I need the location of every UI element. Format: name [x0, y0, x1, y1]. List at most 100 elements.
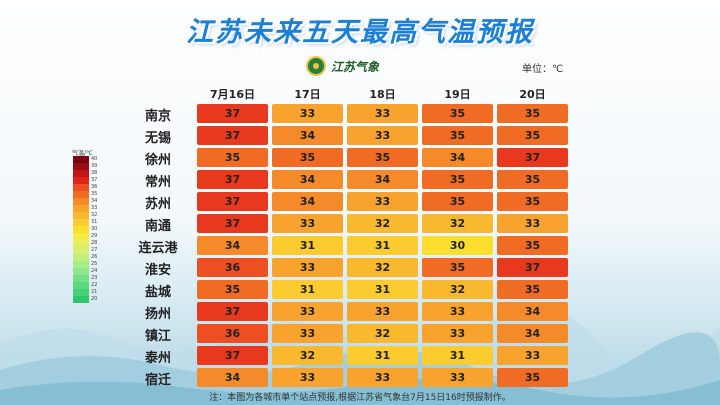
legend-swatch: [73, 177, 89, 184]
temperature-cell: 37: [197, 192, 268, 211]
city-name: 镇江: [144, 329, 171, 344]
temperature-cell: 32: [347, 258, 418, 277]
temperature-cell: 34: [272, 192, 343, 211]
temperature-cell: 34: [197, 368, 268, 387]
temperature-cell: 33: [422, 368, 493, 387]
temperature-cell: 32: [347, 214, 418, 233]
temperature-cell: 33: [497, 214, 568, 233]
legend-label: 37: [91, 177, 98, 183]
temperature-cell: 37: [497, 148, 568, 167]
legend-swatch: [73, 261, 89, 268]
temperature-cell: 35: [422, 258, 493, 277]
temperature-cell: 32: [422, 214, 493, 233]
legend-swatch: [73, 219, 89, 226]
legend-label: 40: [91, 156, 98, 162]
temperature-cell: 31: [272, 280, 343, 299]
page-title: 江苏未来五天最高气温预报: [186, 17, 534, 48]
legend-swatch: [73, 282, 89, 289]
legend-label: 28: [91, 240, 98, 246]
date-header: 19日: [444, 88, 471, 101]
legend-label: 32: [91, 212, 98, 218]
city-name: 泰州: [144, 351, 171, 366]
legend-swatch: [73, 247, 89, 254]
legend-label: 31: [91, 219, 98, 225]
date-header: 17日: [294, 88, 321, 101]
legend-swatch: [73, 198, 89, 205]
temperature-cell: 33: [272, 214, 343, 233]
temperature-cell: 34: [347, 170, 418, 189]
legend-swatch: [73, 205, 89, 212]
legend-label: 39: [91, 163, 98, 169]
temperature-cell: 35: [197, 280, 268, 299]
temperature-cell: 30: [422, 236, 493, 255]
temperature-cell: 35: [422, 170, 493, 189]
unit-label: 单位：℃: [522, 64, 564, 75]
legend-swatch: [73, 289, 89, 296]
temperature-cell: 31: [422, 346, 493, 365]
city-name: 扬州: [144, 307, 171, 322]
legend-swatch: [73, 184, 89, 191]
city-name: 宿迁: [144, 373, 171, 388]
legend-label: 30: [91, 226, 98, 232]
temperature-cell: 33: [347, 126, 418, 145]
temperature-cell: 34: [497, 302, 568, 321]
legend-swatch: [73, 191, 89, 198]
temperature-cell: 35: [497, 280, 568, 299]
temperature-cell: 34: [422, 148, 493, 167]
legend-swatch: [73, 156, 89, 163]
city-name: 徐州: [144, 153, 171, 168]
legend-label: 22: [91, 282, 98, 288]
legend-swatch: [73, 296, 89, 303]
temperature-cell: 37: [497, 258, 568, 277]
temperature-cell: 33: [272, 324, 343, 343]
temperature-cell: 31: [347, 280, 418, 299]
temperature-cell: 35: [497, 236, 568, 255]
temperature-cell: 37: [197, 104, 268, 123]
temperature-cell: 32: [347, 324, 418, 343]
legend-label: 25: [91, 261, 98, 267]
date-header: 7月16日: [210, 88, 255, 101]
temperature-cell: 33: [272, 104, 343, 123]
temperature-cell: 37: [197, 126, 268, 145]
logo-text: 江苏气象: [331, 59, 380, 74]
legend-swatch: [73, 226, 89, 233]
legend-label: 38: [91, 170, 98, 176]
temperature-cell: 35: [422, 104, 493, 123]
temperature-cell: 32: [272, 346, 343, 365]
city-name: 南京: [144, 109, 171, 124]
legend-label: 27: [91, 247, 98, 253]
city-name: 常州: [144, 175, 171, 190]
legend-label: 20: [91, 296, 98, 302]
temperature-cell: 33: [272, 258, 343, 277]
temperature-cell: 31: [347, 346, 418, 365]
legend-swatch: [73, 240, 89, 247]
legend-label: 35: [91, 191, 98, 197]
temperature-cell: 33: [347, 104, 418, 123]
temperature-cell: 35: [497, 170, 568, 189]
legend-title: 气温/℃: [72, 150, 93, 157]
temperature-cell: 36: [197, 324, 268, 343]
legend-swatch: [73, 254, 89, 261]
legend-label: 34: [91, 198, 98, 204]
legend-label: 36: [91, 184, 98, 190]
temperature-cell: 35: [497, 368, 568, 387]
legend-swatch: [73, 268, 89, 275]
temperature-cell: 33: [422, 324, 493, 343]
legend-label: 26: [91, 254, 98, 260]
city-name: 盐城: [144, 285, 171, 300]
temperature-cell: 32: [422, 280, 493, 299]
legend-label: 23: [91, 275, 98, 281]
legend-label: 24: [91, 268, 98, 274]
temperature-cell: 36: [197, 258, 268, 277]
temperature-cell: 34: [197, 236, 268, 255]
legend-swatch: [73, 170, 89, 177]
city-name: 南通: [144, 219, 171, 234]
temperature-cell: 34: [497, 324, 568, 343]
temperature-cell: 33: [272, 368, 343, 387]
legend-label: 21: [91, 289, 98, 295]
temperature-cell: 31: [347, 236, 418, 255]
logo: 江苏气象: [306, 55, 379, 77]
temperature-cell: 33: [272, 302, 343, 321]
temperature-cell: 35: [272, 148, 343, 167]
temperature-cell: 33: [347, 302, 418, 321]
